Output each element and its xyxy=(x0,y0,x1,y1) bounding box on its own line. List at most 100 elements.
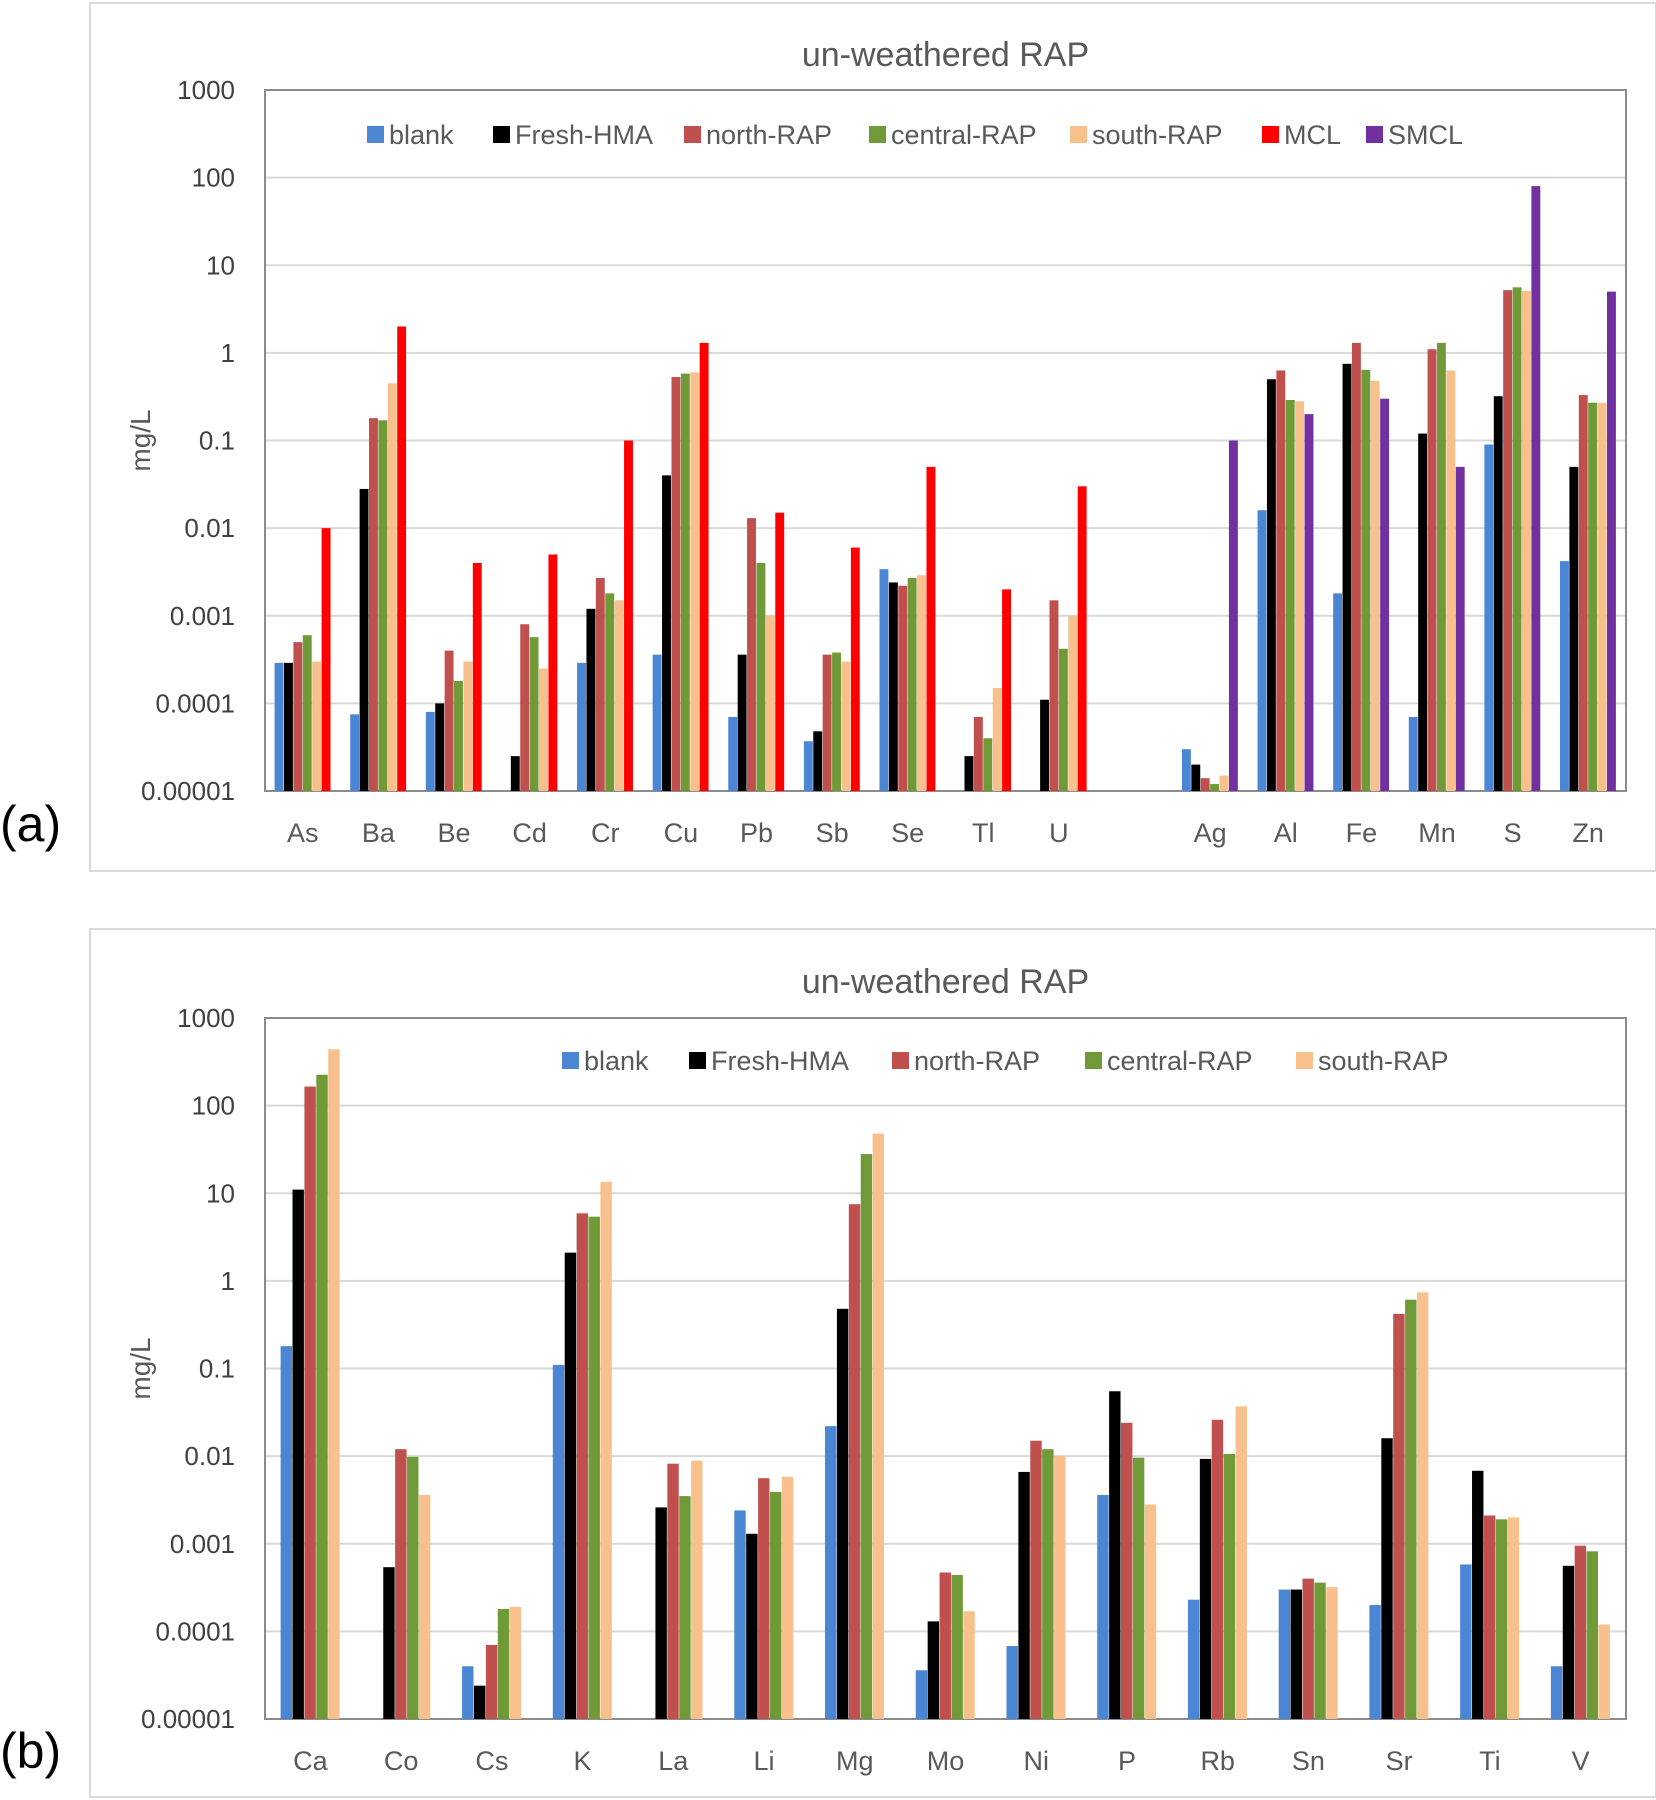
bar-north-rap-v xyxy=(1574,1545,1587,1719)
bar-mcl-sb xyxy=(850,547,860,791)
bar-blank-fe xyxy=(1333,593,1343,791)
x-tick-label: Ba xyxy=(362,818,396,848)
bar-blank-rb xyxy=(1187,1599,1200,1719)
chart-title: un-weathered RAP xyxy=(802,36,1089,74)
bar-central-rap-pb xyxy=(756,562,766,791)
bar-fresh-hma-mo xyxy=(927,1621,940,1719)
y-tick-label: 0.01 xyxy=(184,513,235,543)
bar-north-rap-rb xyxy=(1211,1419,1224,1719)
bar-central-rap-k xyxy=(588,1216,600,1719)
bar-north-rap-li xyxy=(758,1478,770,1719)
y-tick-label: 10 xyxy=(206,250,235,280)
legend-swatch-blank xyxy=(367,126,384,143)
legend-label: SMCL xyxy=(1388,120,1463,150)
bar-central-rap-sn xyxy=(1314,1582,1326,1719)
legend-label: blank xyxy=(584,1046,649,1076)
bar-smcl-ag xyxy=(1228,440,1238,791)
bar-fresh-hma-ca xyxy=(292,1189,304,1719)
legend-swatch-smcl xyxy=(1366,126,1383,143)
bar-blank-ni xyxy=(1006,1646,1018,1719)
bar-central-rap-mn xyxy=(1436,342,1446,791)
chart-panel-a xyxy=(89,2,1656,872)
bar-north-rap-ba xyxy=(369,418,378,791)
bar-north-rap-u xyxy=(1049,600,1059,791)
bar-south-rap-ca xyxy=(328,1049,340,1719)
y-tick-label: 1000 xyxy=(177,1003,235,1033)
y-tick-label: 0.00001 xyxy=(141,1704,235,1734)
bar-fresh-hma-tl xyxy=(964,756,974,791)
panel-label-b: (b) xyxy=(0,1723,62,1779)
bar-fresh-hma-sr xyxy=(1381,1438,1393,1719)
bar-north-rap-co xyxy=(395,1449,407,1719)
bar-south-rap-k xyxy=(600,1181,612,1719)
bar-fresh-hma-sb xyxy=(813,731,823,791)
bar-central-rap-cs xyxy=(497,1609,510,1719)
bar-south-rap-ba xyxy=(387,383,397,791)
bar-central-rap-mg xyxy=(860,1154,873,1719)
y-tick-label: 10 xyxy=(206,1178,235,1208)
y-tick-label: 0.0001 xyxy=(155,1616,235,1646)
bar-mcl-tl xyxy=(1002,589,1012,791)
bar-south-rap-as xyxy=(312,661,322,791)
chart-b: 0.00001 0.0001 0.001 0.01 0.1 1 10 100 1000 un-we… xyxy=(125,963,1627,1776)
bar-north-rap-be xyxy=(444,650,454,791)
bar-south-rap-co xyxy=(418,1495,431,1719)
bar-north-rap-fe xyxy=(1351,342,1361,791)
bar-north-rap-ni xyxy=(1030,1440,1042,1719)
bar-fresh-hma-rb xyxy=(1199,1458,1212,1719)
legend-swatch-blank xyxy=(562,1052,579,1069)
bar-north-rap-p xyxy=(1121,1422,1133,1719)
bar-fresh-hma-sn xyxy=(1290,1589,1302,1719)
legend-label: Fresh-HMA xyxy=(711,1046,849,1076)
bar-central-rap-sr xyxy=(1405,1299,1417,1719)
bar-mcl-as xyxy=(321,528,331,791)
bar-south-rap-tl xyxy=(992,687,1002,791)
y-tick-label: 1000 xyxy=(177,75,235,105)
bar-fresh-hma-co xyxy=(383,1567,395,1719)
y-tick-label: 0.1 xyxy=(199,1354,235,1384)
x-tick-label: Ca xyxy=(293,1746,328,1776)
x-tick-label: Pb xyxy=(740,818,773,848)
legend-label: south-RAP xyxy=(1318,1046,1449,1076)
x-tick-label: Li xyxy=(754,1746,775,1776)
bar-blank-mo xyxy=(915,1670,928,1719)
bar-south-rap-ag xyxy=(1219,775,1229,791)
y-tick-label: 1 xyxy=(221,338,235,368)
plot-area xyxy=(264,89,1627,792)
bar-central-rap-zn xyxy=(1588,402,1598,791)
bar-north-rap-sn xyxy=(1302,1578,1314,1719)
bar-blank-k xyxy=(552,1364,565,1719)
bar-north-rap-cr xyxy=(595,577,605,791)
bar-north-rap-cs xyxy=(485,1644,498,1719)
x-tick-label: Sr xyxy=(1386,1746,1413,1776)
bar-north-rap-mg xyxy=(848,1204,861,1719)
y-tick-label: 0.0001 xyxy=(155,688,235,718)
y-tick-label: 0.1 xyxy=(199,426,235,456)
y-tick-label: 0.01 xyxy=(184,1441,235,1471)
x-tick-label: Sn xyxy=(1292,1746,1325,1776)
bar-fresh-hma-zn xyxy=(1569,466,1579,791)
bar-south-rap-ti xyxy=(1507,1517,1520,1719)
bar-north-rap-al xyxy=(1276,370,1286,791)
bar-north-rap-se xyxy=(898,585,908,791)
bar-fresh-hma-s xyxy=(1493,396,1503,791)
legend-label: blank xyxy=(389,120,454,150)
bar-central-rap-fe xyxy=(1361,369,1371,791)
bar-north-rap-la xyxy=(667,1463,679,1719)
bar-fresh-hma-ag xyxy=(1191,764,1201,791)
bar-fresh-hma-cu xyxy=(662,475,671,791)
bar-central-rap-se xyxy=(907,577,917,791)
bar-central-rap-cu xyxy=(680,373,690,791)
bar-central-rap-v xyxy=(1586,1551,1598,1719)
bar-blank-p xyxy=(1097,1495,1109,1719)
bar-central-rap-ca xyxy=(316,1074,328,1719)
x-tick-label: Ti xyxy=(1479,1746,1501,1776)
bar-central-rap-ni xyxy=(1042,1449,1054,1719)
bar-central-rap-cd xyxy=(529,637,539,791)
bar-north-rap-s xyxy=(1503,290,1513,791)
bar-fresh-hma-cs xyxy=(473,1685,486,1719)
bar-north-rap-ti xyxy=(1483,1515,1496,1719)
bar-blank-s xyxy=(1484,444,1494,791)
bar-central-rap-la xyxy=(679,1496,691,1719)
bar-south-rap-la xyxy=(691,1460,703,1719)
